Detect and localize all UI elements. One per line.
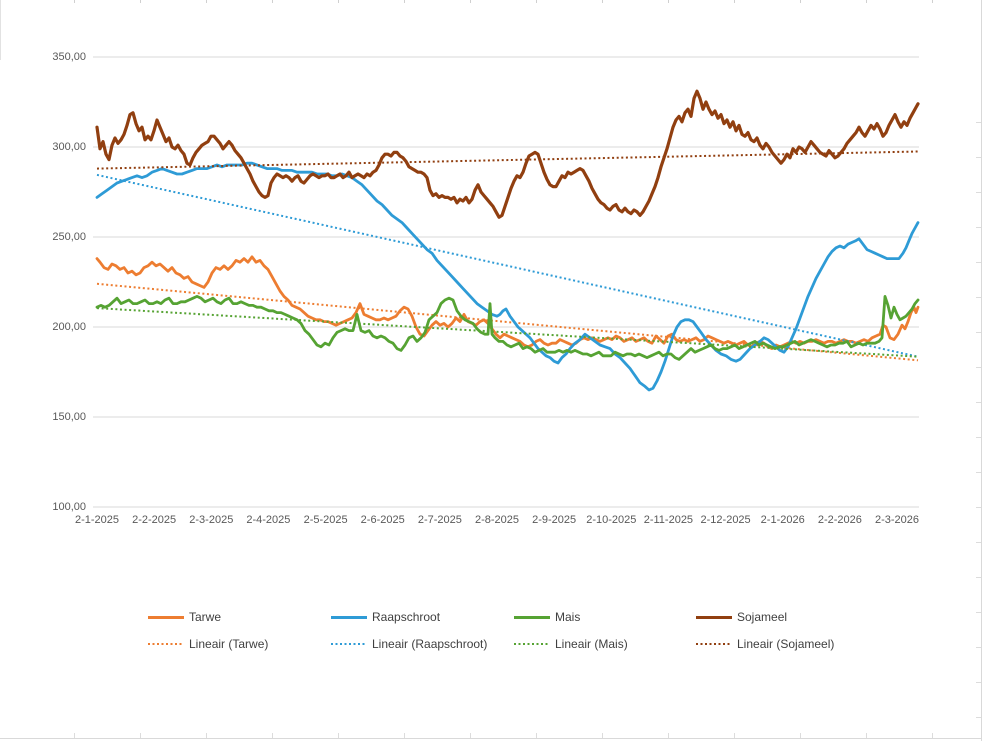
trendline-raapschroot: [96, 173, 919, 358]
x-axis-label: 2-12-2025: [700, 514, 751, 526]
x-axis-label: 2-4-2025: [246, 514, 291, 526]
x-axis-label: 2-3-2025: [189, 514, 234, 526]
y-axis-label: 150,00: [52, 411, 86, 423]
sheet-row-gridlines-right: [976, 88, 981, 741]
raapschroot-line-swatch: [331, 615, 367, 619]
legend-label: Lineair (Mais): [555, 637, 628, 651]
tarwe-trendline-swatch: [148, 643, 184, 645]
legend-label: Lineair (Sojameel): [737, 637, 835, 651]
sheet-gridline-right: [981, 0, 982, 741]
x-axis-label: 2-3-2026: [874, 514, 920, 526]
legend-item-sojameel[interactable]: Sojameel: [696, 610, 787, 624]
y-axis-label: 250,00: [52, 231, 86, 243]
legend-label: Sojameel: [737, 610, 788, 624]
y-axis-label: 350,00: [52, 51, 86, 63]
sheet-column-gridlines-top: [9, 0, 985, 3]
mais-line-swatch: [514, 615, 550, 619]
y-axis-label: 300,00: [52, 141, 86, 153]
x-axis-label: 2-10-2025: [586, 514, 637, 526]
trendline-sojameel: [96, 150, 919, 170]
legend-label: Tarwe: [189, 610, 222, 624]
legend-item-lineair-mais[interactable]: Lineair (Mais): [514, 637, 628, 651]
x-axis-label: 2-11-2025: [643, 514, 694, 526]
legend-item-lineair-raapschroot[interactable]: Lineair (Raapschroot): [331, 637, 487, 651]
series-line-sojameel: [95, 89, 920, 219]
x-axis-label: 2-5-2025: [303, 514, 348, 526]
series-line-mais: [95, 294, 920, 361]
legend-item-raapschroot[interactable]: Raapschroot: [331, 610, 440, 624]
sojameel-line-swatch: [696, 615, 732, 619]
sheet-gridline-bottom: [0, 738, 982, 739]
x-axis-label: 2-8-2025: [474, 514, 520, 526]
legend-item-lineair-tarwe[interactable]: Lineair (Tarwe): [148, 637, 268, 651]
x-axis-label: 2-2-2026: [817, 514, 862, 526]
x-axis-label: 2-7-2025: [417, 514, 462, 526]
legend-label: Raapschroot: [372, 610, 441, 624]
trendline-tarwe: [96, 282, 919, 362]
y-axis-label: 100,00: [52, 501, 86, 513]
sojameel-trendline-swatch: [696, 643, 732, 645]
legend-label: Mais: [555, 610, 581, 624]
series-line-raapschroot: [95, 161, 920, 392]
sheet-gridline-left: [0, 0, 1, 60]
legend-item-lineair-sojameel[interactable]: Lineair (Sojameel): [696, 637, 834, 651]
sheet-column-gridlines-bottom: [9, 733, 982, 738]
tarwe-line-swatch: [148, 615, 184, 619]
trendline-mais: [96, 307, 919, 358]
x-axis-label: 2-1-2025: [74, 514, 120, 526]
y-axis-label: 200,00: [52, 321, 86, 333]
x-axis-label: 2-9-2025: [532, 514, 577, 526]
raapschroot-trendline-swatch: [331, 643, 367, 645]
legend-label: Lineair (Raapschroot): [372, 637, 488, 651]
x-axis-label: 2-6-2025: [360, 514, 405, 526]
x-axis-label: 2-1-2026: [760, 514, 805, 526]
legend-label: Lineair (Tarwe): [189, 637, 269, 651]
mais-trendline-swatch: [514, 643, 550, 645]
x-axis-label: 2-2-2025: [132, 514, 177, 526]
legend-item-mais[interactable]: Mais: [514, 610, 580, 624]
legend-item-tarwe[interactable]: Tarwe: [148, 610, 221, 624]
